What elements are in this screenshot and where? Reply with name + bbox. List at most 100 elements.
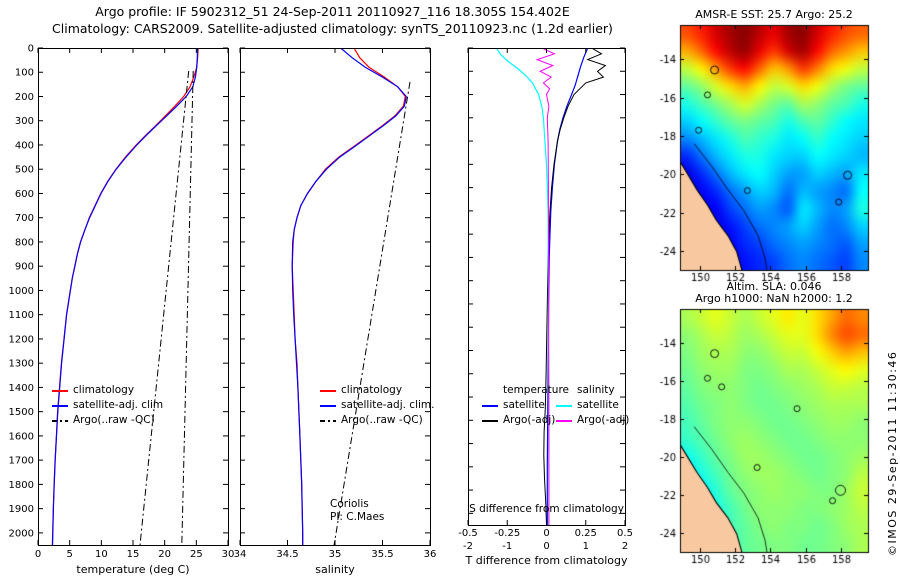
- tick-label: 20: [158, 549, 171, 560]
- sst-map-title: AMSR-E SST: 25.7 Argo: 25.2: [695, 8, 853, 21]
- temperature-axis-label: temperature (deg C): [76, 563, 190, 576]
- tick-label: 25: [190, 549, 203, 560]
- sla-map-title-2: Argo h1000: NaN h2000: 1.2: [695, 292, 853, 305]
- legend-label: Argo(..raw -QC): [341, 414, 423, 426]
- temperature-panel-frame: [38, 48, 229, 546]
- tick-label: 1: [583, 541, 589, 552]
- tick-label: 2000: [9, 528, 34, 539]
- tick-label: 1700: [9, 456, 34, 467]
- legend-line-satellite-adj: [320, 404, 336, 407]
- series-climatology: [291, 48, 406, 545]
- tick-label: 0: [35, 549, 41, 560]
- tick-label: 0: [543, 528, 549, 539]
- series-s-diff-argo: [535, 48, 556, 525]
- legend-line-argo-raw: [320, 419, 336, 422]
- legend-label: satellite: [577, 399, 619, 411]
- legend-line-climatology: [52, 389, 68, 392]
- series-argo-raw-envelope-2: [181, 70, 194, 545]
- legend-line-s-argo: [556, 419, 572, 422]
- legend-line-satellite-adj: [52, 404, 68, 407]
- legend-item-satellite-adj: satellite-adj. clim.: [320, 398, 434, 413]
- legend-item-s-satellite: satellite: [556, 398, 629, 413]
- tick-label: 1000: [9, 286, 34, 297]
- legend-header-temperature: temperature: [503, 384, 569, 396]
- series-argo-raw-envelope-1: [139, 70, 190, 545]
- tick-label: 900: [15, 262, 34, 273]
- tick-label: -0.25: [494, 528, 520, 539]
- salinity-legend: climatology satellite-adj. clim. Argo(..…: [320, 383, 434, 428]
- salinity-panel-frame: [240, 48, 431, 546]
- legend-line-t-satellite: [482, 404, 498, 407]
- tick-label: 1200: [9, 334, 34, 345]
- difference-panel-series: [495, 48, 607, 525]
- legend-line-t-argo: [482, 419, 498, 422]
- series-climatology: [51, 48, 199, 545]
- tick-label: 34: [234, 549, 247, 560]
- s-difference-inner-label: S difference from climatology: [469, 503, 624, 515]
- legend-line-s-satellite: [556, 404, 572, 407]
- legend-item-argo-raw: Argo(..raw -QC): [52, 413, 163, 428]
- pi-annotation: PI: C.Maes: [330, 511, 385, 523]
- legend-label: satellite-adj. clim.: [341, 399, 435, 411]
- tick-label: 1100: [9, 310, 34, 321]
- temperature-legend: climatology satellite-adj. clim Argo(..r…: [52, 383, 163, 428]
- tick-label: 35.5: [371, 549, 393, 560]
- title-line-2: Climatology: CARS2009. Satellite-adjuste…: [52, 21, 613, 36]
- tick-label: -0.5: [458, 528, 478, 539]
- series-s-diff-satellite: [495, 48, 550, 525]
- tick-label: 36: [424, 549, 437, 560]
- legend-header-salinity: salinity: [577, 384, 615, 396]
- legend-line-argo-raw: [52, 419, 68, 422]
- tick-label: 100: [15, 68, 34, 79]
- tick-label: 1500: [9, 407, 34, 418]
- tick-label: -2: [463, 541, 473, 552]
- tick-label: 300: [15, 116, 34, 127]
- legend-line-climatology: [320, 389, 336, 392]
- series-t-diff-argo: [543, 48, 607, 525]
- legend-label: satellite: [503, 399, 545, 411]
- tick-label: 2: [622, 541, 628, 552]
- tick-label: 600: [15, 189, 34, 200]
- legend-label: climatology: [341, 384, 403, 396]
- legend-label: Argo(-adj): [503, 414, 556, 426]
- t-difference-axis-label: T difference from climatology: [465, 554, 628, 567]
- tick-label: 1600: [9, 431, 34, 442]
- legend-item-argo-raw: Argo(..raw -QC): [320, 413, 434, 428]
- legend-label: climatology: [73, 384, 135, 396]
- legend-label: Argo(..raw -QC): [73, 414, 155, 426]
- tick-label: 800: [15, 237, 34, 248]
- salinity-panel-series: [291, 48, 411, 545]
- tick-label: 400: [15, 140, 34, 151]
- legend-label: satellite-adj. clim: [73, 399, 164, 411]
- tick-label: 0.5: [617, 528, 633, 539]
- tick-label: 34.5: [276, 549, 298, 560]
- tick-label: 1800: [9, 480, 34, 491]
- legend-item-t-satellite: satellite: [482, 398, 569, 413]
- series-t-diff-satellite: [546, 48, 589, 525]
- legend-item-climatology: climatology: [52, 383, 163, 398]
- tick-label: 15: [127, 549, 140, 560]
- series-satellite-adjusted-climatology: [291, 48, 407, 545]
- tick-label: 500: [15, 165, 34, 176]
- series-argo-raw-envelope: [333, 81, 411, 545]
- tick-label: 1300: [9, 359, 34, 370]
- difference-legend-salinity: salinity satellite Argo(-adj): [556, 383, 629, 428]
- tick-label: 30: [222, 549, 235, 560]
- tick-label: 0: [543, 541, 549, 552]
- tick-label: -1: [502, 541, 512, 552]
- series-satellite-adjusted-climatology: [51, 48, 199, 545]
- tick-label: 700: [15, 213, 34, 224]
- temperature-panel-series: [51, 48, 199, 545]
- tick-label: 5: [66, 549, 72, 560]
- title-line-1: Argo profile: IF 5902312_51 24-Sep-2011 …: [95, 4, 570, 19]
- tick-label: 0: [28, 44, 34, 55]
- tick-label: 10: [95, 549, 108, 560]
- tick-label: 1400: [9, 383, 34, 394]
- legend-label: Argo(-adj): [577, 414, 630, 426]
- tick-label: 35: [329, 549, 342, 560]
- coriolis-annotation: Coriolis: [330, 498, 369, 510]
- legend-item-t-argo: Argo(-adj): [482, 413, 569, 428]
- salinity-axis-label: salinity: [315, 563, 355, 576]
